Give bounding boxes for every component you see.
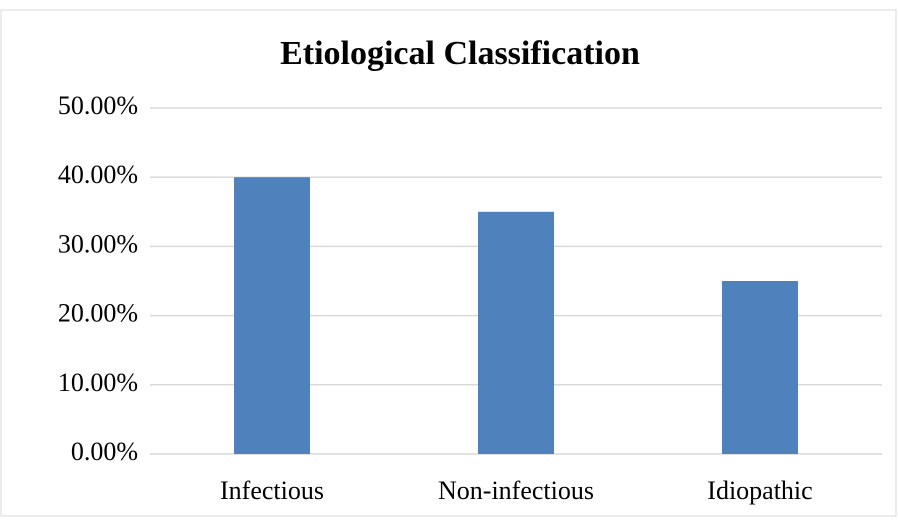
chart-title: Etiological Classification xyxy=(280,35,640,72)
bar xyxy=(478,211,554,454)
y-tick-label: 10.00% xyxy=(58,368,138,397)
y-tick-label: 30.00% xyxy=(58,229,138,258)
x-tick-label: Non-infectious xyxy=(438,476,594,505)
y-tick-label: 0.00% xyxy=(71,437,138,466)
y-tick-label: 50.00% xyxy=(58,91,138,120)
bar xyxy=(722,281,798,454)
bar xyxy=(234,177,310,454)
x-tick-label: Idiopathic xyxy=(707,476,812,505)
y-tick-label: 40.00% xyxy=(58,160,138,189)
x-tick-label: Infectious xyxy=(220,476,324,505)
y-tick-label: 20.00% xyxy=(58,299,138,328)
